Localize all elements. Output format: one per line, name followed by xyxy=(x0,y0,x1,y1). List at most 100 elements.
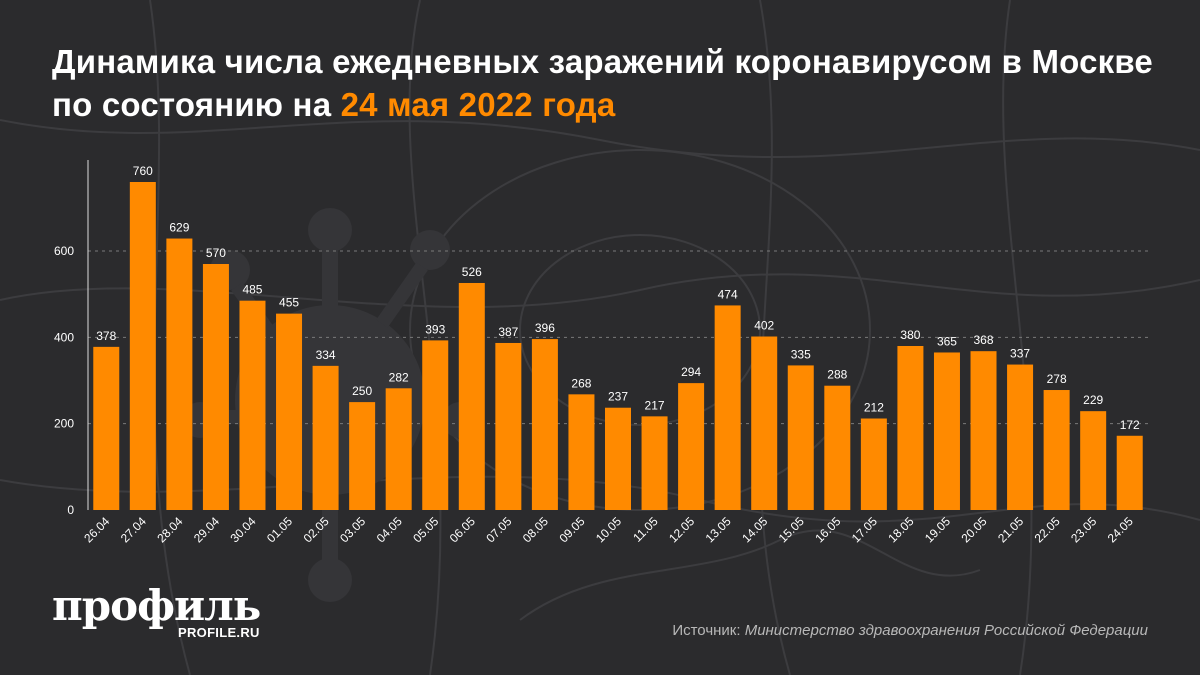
data-label: 337 xyxy=(1010,347,1030,361)
y-tick-label: 600 xyxy=(54,244,74,258)
chart-title-date: 24 мая 2022 года xyxy=(340,86,616,123)
bar xyxy=(714,305,741,510)
bar xyxy=(1043,390,1070,510)
data-label: 570 xyxy=(206,246,226,260)
x-tick-label: 21.05 xyxy=(995,514,1026,545)
x-tick-label: 27.04 xyxy=(118,514,149,545)
data-label: 288 xyxy=(827,368,847,382)
data-label: 237 xyxy=(608,390,628,404)
chart-title: Динамика числа ежедневных заражений коро… xyxy=(52,40,1162,126)
x-tick-label: 17.05 xyxy=(849,514,880,545)
x-tick-label: 16.05 xyxy=(812,514,843,545)
data-label: 250 xyxy=(352,384,372,398)
data-label: 217 xyxy=(645,398,665,412)
x-tick-label: 18.05 xyxy=(885,514,916,545)
bar xyxy=(897,346,924,510)
x-tick-label: 13.05 xyxy=(703,514,734,545)
data-label: 368 xyxy=(974,333,994,347)
x-tick-label: 29.04 xyxy=(191,514,222,545)
x-tick-label: 20.05 xyxy=(959,514,990,545)
x-tick-label: 04.05 xyxy=(374,514,405,545)
source-value: Министерство здравоохранения Российской … xyxy=(744,622,1148,639)
bar xyxy=(568,394,595,510)
x-tick-label: 23.05 xyxy=(1068,514,1099,545)
data-label: 402 xyxy=(754,319,774,333)
data-label: 268 xyxy=(571,376,591,390)
bar xyxy=(385,388,412,510)
data-label: 278 xyxy=(1047,372,1067,386)
x-tick-label: 03.05 xyxy=(337,514,368,545)
bar xyxy=(166,238,193,510)
x-tick-label: 15.05 xyxy=(776,514,807,545)
bar xyxy=(970,351,997,510)
y-tick-label: 200 xyxy=(54,417,74,431)
logo-site: PROFILE.RU xyxy=(178,625,260,640)
data-label: 294 xyxy=(681,365,701,379)
bar xyxy=(276,313,303,510)
x-tick-label: 06.05 xyxy=(447,514,478,545)
logo-wordmark: профиль xyxy=(52,581,261,630)
bar xyxy=(312,365,339,510)
data-label: 485 xyxy=(242,283,262,297)
x-tick-label: 02.05 xyxy=(301,514,332,545)
x-tick-label: 01.05 xyxy=(264,514,295,545)
profile-logo: профиль PROFILE.RU xyxy=(52,581,261,641)
data-label: 334 xyxy=(316,348,336,362)
data-label: 474 xyxy=(718,287,738,301)
bar xyxy=(787,365,814,510)
bar xyxy=(1080,411,1107,510)
y-tick-label: 0 xyxy=(67,503,74,517)
bar xyxy=(129,182,156,510)
bar xyxy=(239,300,266,510)
source-note: Источник: Министерство здравоохранения Р… xyxy=(672,622,1148,639)
x-tick-label: 19.05 xyxy=(922,514,953,545)
data-label: 380 xyxy=(900,328,920,342)
data-label: 387 xyxy=(498,325,518,339)
x-tick-label: 09.05 xyxy=(556,514,587,545)
chart-title-main: Динамика числа ежедневных заражений коро… xyxy=(52,43,1153,123)
bar xyxy=(1116,435,1143,510)
bar xyxy=(495,342,522,510)
bar xyxy=(751,336,778,510)
bar xyxy=(824,385,851,510)
source-label: Источник: xyxy=(672,622,741,639)
bar xyxy=(531,339,558,510)
x-tick-label: 22.05 xyxy=(1032,514,1063,545)
bar xyxy=(458,282,485,510)
bar xyxy=(349,402,376,510)
data-label: 212 xyxy=(864,401,884,415)
bar xyxy=(93,346,120,510)
data-label: 760 xyxy=(133,164,153,178)
x-tick-label: 05.05 xyxy=(410,514,441,545)
bar xyxy=(860,418,887,510)
bar xyxy=(202,264,229,510)
data-label: 282 xyxy=(389,370,409,384)
bar xyxy=(422,340,449,510)
data-label: 365 xyxy=(937,334,957,348)
data-label: 335 xyxy=(791,347,811,361)
data-label: 629 xyxy=(169,221,189,235)
data-label: 526 xyxy=(462,265,482,279)
data-label: 455 xyxy=(279,296,299,310)
x-tick-label: 26.04 xyxy=(81,514,112,545)
data-label: 396 xyxy=(535,321,555,335)
bar xyxy=(605,407,631,510)
x-tick-label: 28.04 xyxy=(154,514,185,545)
data-label: 172 xyxy=(1120,418,1140,432)
y-tick-label: 400 xyxy=(54,330,74,344)
x-tick-label: 14.05 xyxy=(739,514,770,545)
x-tick-label: 24.05 xyxy=(1105,514,1136,545)
x-tick-label: 12.05 xyxy=(666,514,697,545)
bar xyxy=(641,416,668,510)
x-tick-label: 08.05 xyxy=(520,514,551,545)
bar xyxy=(678,383,705,510)
x-tick-label: 30.04 xyxy=(227,514,258,545)
x-tick-label: 11.05 xyxy=(630,514,661,545)
x-tick-label: 10.05 xyxy=(593,514,624,545)
bar xyxy=(933,352,960,510)
bar xyxy=(1007,364,1034,510)
data-label: 393 xyxy=(425,322,445,336)
x-tick-label: 07.05 xyxy=(483,514,514,545)
data-label: 378 xyxy=(96,329,116,343)
